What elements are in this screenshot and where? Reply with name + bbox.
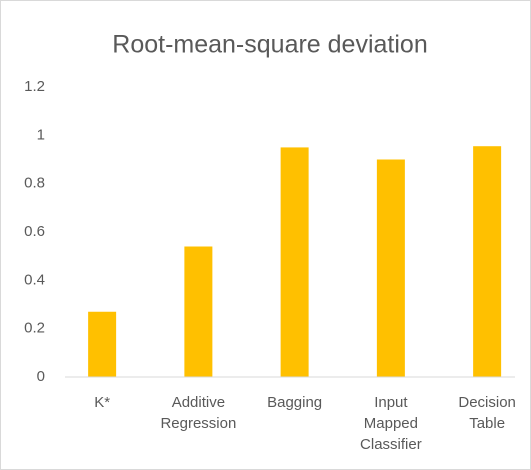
x-tick-label: Decision Table xyxy=(458,394,516,432)
y-tick-label: 0.4 xyxy=(24,271,45,288)
y-tick-label: 0.2 xyxy=(24,320,45,337)
y-tick-label: 0 xyxy=(37,368,45,385)
y-tick-label: 0.6 xyxy=(24,223,45,240)
x-tick-label: K* xyxy=(94,394,110,411)
x-tick-label: Input Mapped Classifier xyxy=(360,394,422,453)
bar xyxy=(376,159,405,377)
bar xyxy=(280,147,309,377)
y-tick-label: 1.2 xyxy=(24,78,45,95)
chart-title: Root-mean-square deviation xyxy=(112,31,427,59)
bar xyxy=(473,146,502,377)
bar xyxy=(88,311,117,377)
x-tick-label: Bagging xyxy=(267,394,322,411)
y-tick-label: 1 xyxy=(37,126,45,143)
x-tick-label: Additive Regression xyxy=(160,394,236,432)
y-tick-label: 0.8 xyxy=(24,175,45,192)
bar xyxy=(184,246,213,377)
